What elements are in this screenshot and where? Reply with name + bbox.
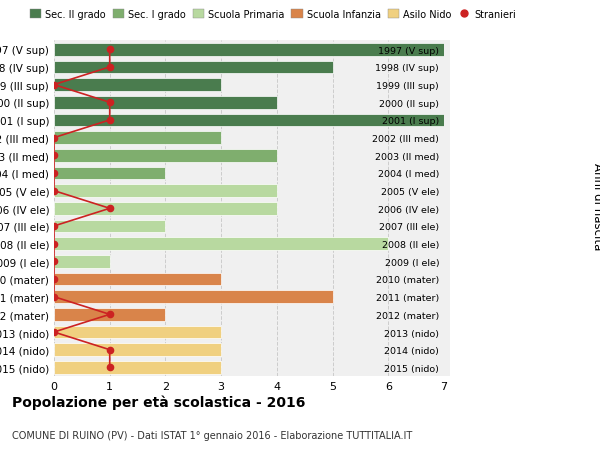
Bar: [54, 97, 277, 109]
Bar: [54, 202, 277, 215]
Bar: [54, 44, 444, 56]
Bar: [54, 344, 221, 356]
Bar: [54, 167, 166, 180]
Bar: [54, 255, 110, 268]
Bar: [54, 185, 277, 197]
Bar: [54, 132, 221, 145]
Bar: [54, 238, 388, 251]
Text: COMUNE DI RUINO (PV) - Dati ISTAT 1° gennaio 2016 - Elaborazione TUTTITALIA.IT: COMUNE DI RUINO (PV) - Dati ISTAT 1° gen…: [12, 431, 412, 440]
Text: Popolazione per età scolastica - 2016: Popolazione per età scolastica - 2016: [12, 395, 305, 409]
Bar: [54, 326, 221, 339]
Legend: Sec. II grado, Sec. I grado, Scuola Primaria, Scuola Infanzia, Asilo Nido, Stran: Sec. II grado, Sec. I grado, Scuola Prim…: [28, 8, 518, 22]
Bar: [54, 273, 221, 286]
Bar: [54, 114, 444, 127]
Bar: [54, 308, 166, 321]
Bar: [54, 150, 277, 162]
Bar: [54, 291, 332, 303]
Bar: [54, 220, 166, 233]
Bar: [54, 62, 332, 74]
Bar: [54, 361, 221, 374]
Bar: [54, 79, 221, 92]
Text: Anni di nascita: Anni di nascita: [590, 163, 600, 250]
